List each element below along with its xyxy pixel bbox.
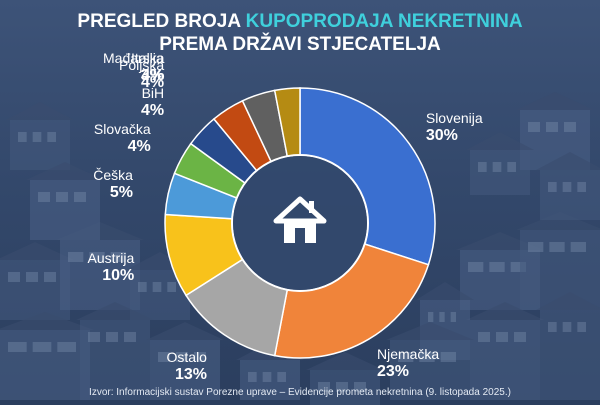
- label-value: 3%: [140, 67, 164, 84]
- title-prefix: PREGLED BROJA: [77, 11, 246, 32]
- house-icon: [273, 196, 327, 243]
- label-name: Mađarska: [103, 50, 165, 66]
- background-house: [466, 132, 534, 195]
- source-note: Izvor: Informacijski sustav Porezne upra…: [89, 387, 511, 398]
- background-house: [76, 302, 154, 400]
- label-name: Ostalo: [166, 349, 207, 365]
- label-češka: Češka 5%: [93, 167, 133, 201]
- label-value: 30%: [425, 127, 458, 145]
- background-house: [0, 312, 94, 400]
- label-value: 4%: [127, 137, 151, 155]
- background-house: [6, 102, 74, 170]
- title-line-2: PREMA DRŽAVI STJECATELJA: [159, 34, 441, 55]
- background-house: [146, 322, 224, 400]
- label-name: Poljska: [119, 56, 165, 73]
- background-house: [536, 152, 600, 220]
- label-value: 4%: [141, 73, 165, 91]
- label-ostalo: Ostalo 13%: [167, 349, 207, 383]
- label-name: BiH: [141, 84, 165, 101]
- label-name: Italija: [131, 50, 164, 66]
- title-line-1: PREGLED BROJA KUPOPRODAJA NEKRETNINA: [0, 10, 600, 33]
- background-house: [536, 292, 600, 400]
- label-value: 4%: [141, 101, 165, 119]
- label-name: Slovačka: [93, 120, 151, 137]
- label-value: 23%: [376, 363, 409, 381]
- label-poljska: Poljska 4%: [119, 57, 164, 91]
- label-italija: Italija 3%: [131, 50, 164, 84]
- label-slovačka: Slovačka 4%: [94, 121, 151, 155]
- label-bih: BiH 4%: [141, 85, 164, 119]
- background-house: [26, 162, 104, 240]
- label-value: 4%: [141, 67, 165, 84]
- label-value: 5%: [109, 184, 133, 202]
- label-name: Češka: [93, 167, 133, 184]
- label-austrija: Austrija 10%: [88, 250, 135, 284]
- label-slovenija: Slovenija 30%: [426, 110, 483, 144]
- background-house: [466, 302, 544, 400]
- page-title: PREGLED BROJA KUPOPRODAJA NEKRETNINA PRE…: [0, 10, 600, 56]
- inner-ring: [231, 154, 369, 292]
- background-house: [0, 242, 74, 320]
- label-value: 10%: [102, 267, 135, 285]
- label-value: 13%: [174, 366, 207, 383]
- background-house: [306, 352, 384, 405]
- title-accent: KUPOPRODAJA NEKRETNINA: [245, 11, 523, 32]
- label-mađarska: Mađarska 4%: [103, 50, 164, 84]
- background-house: [516, 212, 600, 310]
- label-njemačka: Njemačka 23%: [377, 346, 439, 380]
- background-house: [386, 322, 474, 400]
- label-name: Austrija: [87, 250, 135, 267]
- label-name: Njemačka: [376, 346, 440, 363]
- label-name: Slovenija: [425, 110, 483, 127]
